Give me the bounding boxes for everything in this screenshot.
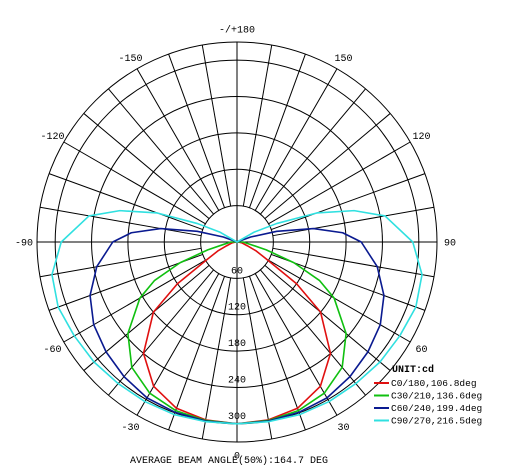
grid-spoke <box>63 141 206 225</box>
angle-label: -120 <box>41 132 65 143</box>
angle-label: 60 <box>415 345 427 356</box>
polar-grid <box>36 41 438 443</box>
radial-labels: 60 120 180 240 300 <box>228 266 246 422</box>
grid-spoke <box>270 173 426 231</box>
angle-label: -/+180 <box>219 25 255 37</box>
legend: UNIT:cd C0/180,106.8degC30/210,136.6degC… <box>374 364 482 427</box>
angle-label: 120 <box>412 132 430 143</box>
beam-angle-footer: AVERAGE BEAM ANGLE(50%):164.7 DEG <box>130 455 328 467</box>
grid-spoke <box>63 259 206 343</box>
grid-spoke <box>268 141 411 225</box>
grid-spoke <box>168 275 226 431</box>
grid-spoke <box>136 68 220 211</box>
angle-label: -90 <box>15 239 33 250</box>
grid-spoke <box>201 277 232 440</box>
grid-spoke <box>242 277 273 440</box>
grid-spoke <box>242 44 273 207</box>
angle-label: -60 <box>44 345 62 356</box>
grid-spoke <box>254 68 338 211</box>
grid-spoke <box>248 275 306 431</box>
grid-spoke <box>39 206 202 237</box>
angle-label: 90 <box>444 239 456 250</box>
radial-label: 120 <box>228 303 246 314</box>
grid-spoke <box>108 269 215 396</box>
grid-spoke <box>272 206 435 237</box>
grid-spoke <box>254 273 338 416</box>
angle-label: 0 <box>234 452 240 463</box>
grid-spoke <box>248 53 306 209</box>
radial-label: 60 <box>231 266 243 277</box>
legend-label-1: C30/210,136.6deg <box>391 391 482 402</box>
series-curve-3 <box>51 209 423 425</box>
radial-label: 300 <box>228 412 246 423</box>
angle-label: -30 <box>121 423 139 434</box>
legend-unit: UNIT:cd <box>392 364 434 376</box>
grid-spoke <box>168 53 226 209</box>
radial-label: 240 <box>228 375 246 386</box>
grid-spoke <box>259 88 366 215</box>
grid-spoke <box>83 264 210 371</box>
radial-label: 180 <box>228 339 246 350</box>
legend-label-3: C90/270,216.5deg <box>391 416 482 427</box>
grid-spoke <box>272 247 435 278</box>
grid-spoke <box>136 273 220 416</box>
grid-spoke <box>264 113 391 220</box>
grid-spoke <box>48 173 204 231</box>
legend-label-0: C0/180,106.8deg <box>391 378 477 389</box>
angle-label: 30 <box>337 423 349 434</box>
grid-spoke <box>108 88 215 215</box>
grid-spoke <box>268 259 411 343</box>
angle-label: 150 <box>334 54 352 65</box>
angle-label: -150 <box>118 54 142 65</box>
grid-spoke <box>39 247 202 278</box>
curves <box>51 209 423 425</box>
legend-label-2: C60/240,199.4deg <box>391 403 482 414</box>
grid-spoke <box>264 264 391 371</box>
grid-spoke <box>259 269 366 396</box>
grid-spoke <box>201 44 232 207</box>
grid-spoke <box>83 113 210 220</box>
angle-labels: -/+180 150 -150 120 -120 90 -90 60 -60 30 -30 0 <box>15 25 456 463</box>
